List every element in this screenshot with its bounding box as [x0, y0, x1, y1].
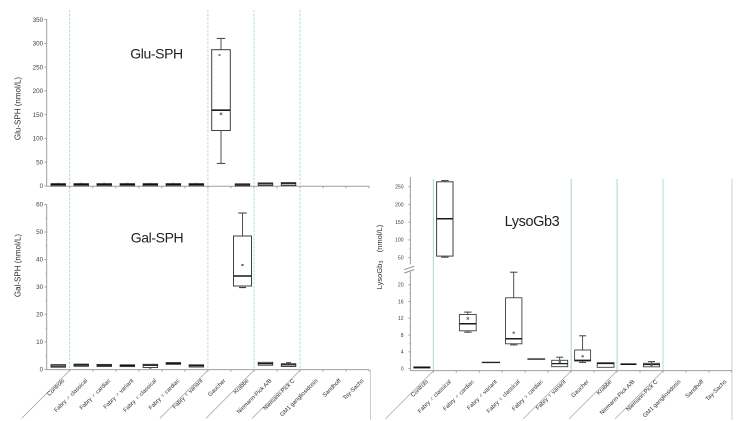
svg-text:8: 8: [401, 333, 404, 339]
svg-text:LysoGb3: LysoGb3: [505, 214, 560, 230]
svg-text:350: 350: [33, 17, 44, 24]
svg-text:0: 0: [40, 183, 44, 190]
svg-text:250: 250: [395, 185, 404, 191]
svg-text:40: 40: [36, 257, 44, 264]
svg-text:Glu-SPH: Glu-SPH: [130, 45, 182, 61]
svg-text:0: 0: [401, 366, 404, 372]
svg-text:10: 10: [36, 339, 44, 346]
svg-text:50: 50: [398, 255, 404, 261]
svg-text:200: 200: [33, 88, 44, 95]
svg-text:250: 250: [33, 64, 44, 71]
svg-text:150: 150: [33, 112, 44, 119]
svg-text:16: 16: [398, 299, 404, 305]
svg-text:30: 30: [36, 284, 44, 291]
svg-text:0: 0: [40, 367, 44, 374]
svg-text:12: 12: [398, 316, 404, 322]
svg-text:20: 20: [36, 312, 44, 319]
svg-text:100: 100: [395, 238, 404, 244]
svg-text:60: 60: [36, 202, 44, 209]
svg-text:LysoGb3 (nmol/L): LysoGb3 (nmol/L): [375, 224, 385, 289]
svg-text:100: 100: [33, 136, 44, 143]
svg-text:4: 4: [401, 350, 404, 356]
svg-text:300: 300: [33, 41, 44, 48]
svg-text:50: 50: [36, 159, 44, 166]
svg-text:Gal-SPH: Gal-SPH: [131, 229, 183, 245]
svg-text:200: 200: [395, 202, 404, 208]
svg-text:50: 50: [36, 229, 44, 236]
svg-text:150: 150: [395, 220, 404, 226]
svg-text:20: 20: [398, 283, 404, 289]
svg-text:Gal-SPH (nmol/L): Gal-SPH (nmol/L): [14, 234, 23, 297]
svg-text:Glu-SPH (nmol/L): Glu-SPH (nmol/L): [14, 77, 23, 140]
